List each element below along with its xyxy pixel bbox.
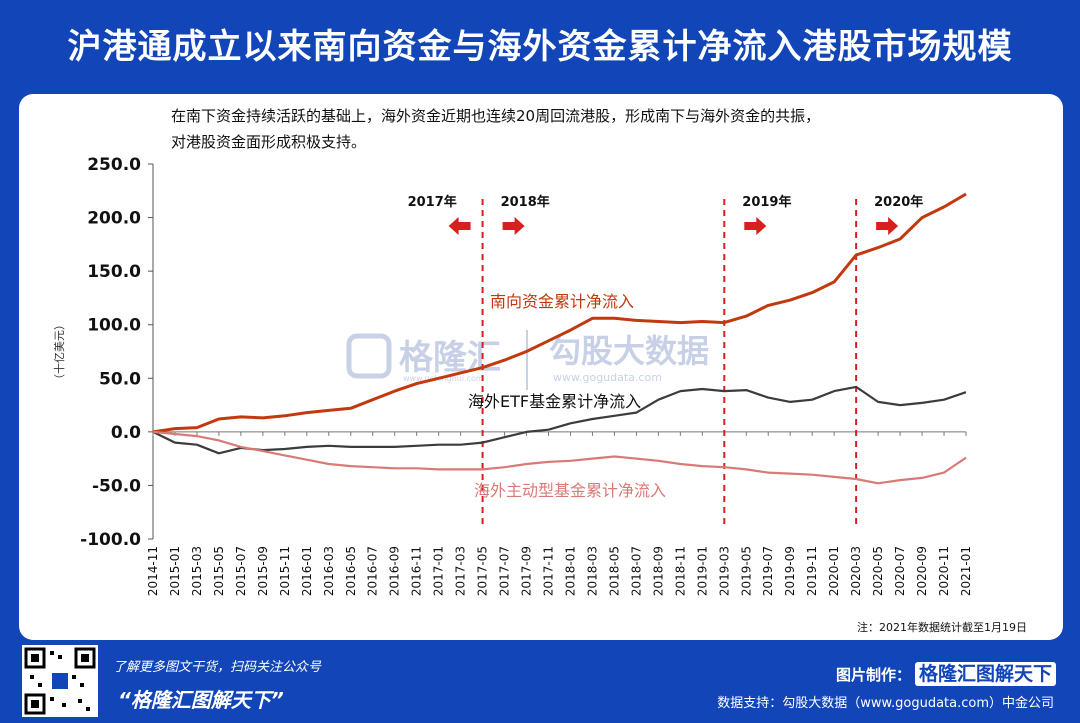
x-tick-label: 2014-11 [146,546,160,596]
footer-maker: 图片制作： 格隆汇图解天下 [836,659,1056,686]
line-chart: 在南下资金持续活跃的基础上，海外资金近期也连续20周回流港股，形成南下与海外资金… [52,107,1027,634]
series-line-3 [152,430,967,485]
subtitle-line-1: 在南下资金持续活跃的基础上，海外资金近期也连续20周回流港股，形成南下与海外资金… [171,107,820,125]
x-tick-label: 2018-11 [673,546,687,596]
x-tick-label: 2019-05 [739,546,753,596]
x-tick-label: 2015-09 [256,546,270,596]
x-tick-label: 2017-05 [476,546,490,596]
x-tick-label: 2016-11 [410,546,424,596]
series-label-southbound: 南向资金累计净流入 [490,292,634,311]
subtitle-line-2: 对港股资金面形成积极支持。 [171,133,366,151]
y-axis-label: （十亿美元） [52,319,66,385]
arrow-left-icon [448,217,471,235]
x-tick-label: 2015-05 [212,546,226,596]
qr-code-icon [24,647,96,715]
x-tick-label: 2019-03 [717,546,731,596]
y-tick-label: 50.0 [99,369,141,389]
x-tick-label: 2015-07 [234,546,248,596]
y-tick-label: 100.0 [87,316,141,336]
x-tick-label: 2016-05 [344,546,358,596]
x-tick-label: 2020-11 [937,546,951,596]
x-tick-label: 2020-07 [893,546,907,596]
footer-source: 数据支持：勾股大数据（www.gogudata.com）中金公司 [717,696,1054,711]
event-label: 2019年 [742,194,791,210]
x-tick-label: 2016-07 [366,546,380,596]
event-label: 2017年 [408,194,457,210]
x-tick-label: 2018-03 [585,546,599,596]
chart-card: 在南下资金持续活跃的基础上，海外资金近期也连续20周回流港股，形成南下与海外资金… [19,94,1063,640]
y-tick-label: -100.0 [80,530,141,550]
y-tick-label: 250.0 [87,155,141,175]
y-tick-label: 0.0 [111,423,141,443]
footer-promo: 了解更多图文干货，扫码关注公众号 [113,660,322,675]
x-tick-label: 2015-03 [190,546,204,596]
y-tick-label: 150.0 [87,262,141,282]
y-tick-label: 200.0 [87,209,141,229]
watermark: 格隆汇www.gelonghui.com勾股大数据www.gogudata.co… [346,330,709,390]
x-tick-label: 2019-01 [695,546,709,596]
series-label-etf: 海外ETF基金累计净流入 [468,392,641,411]
x-tick-label: 2017-07 [498,546,512,596]
x-tick-label: 2021-01 [959,546,973,596]
footer-maker-label: 图片制作： [835,666,911,684]
x-tick-label: 2017-03 [454,546,468,596]
watermark-logo-icon [346,333,392,379]
page-title: 沪港通成立以来南向资金与海外资金累计净流入港股市场规模 [67,27,1013,67]
qr-code [22,645,98,717]
x-tick-label: 2017-09 [520,546,534,596]
series-label-active: 海外主动型基金累计净流入 [474,481,666,500]
x-tick-label: 2018-09 [651,546,665,596]
x-tick-label: 2017-11 [542,546,556,596]
footer-maker-brand: 格隆汇图解天下 [914,662,1056,686]
x-tick-label: 2017-01 [432,546,446,596]
series-line-2 [152,385,967,455]
watermark-data-brand: 勾股大数据 [549,332,709,370]
x-tick-label: 2018-07 [629,546,643,596]
event-label: 2020年 [874,194,923,210]
x-tick-label: 2019-07 [761,546,775,596]
footer-slogan: “格隆汇图解天下” [118,688,284,712]
event-label: 2018年 [501,194,550,210]
series-line-1 [152,192,967,434]
x-tick-label: 2020-01 [827,546,841,596]
x-tick-label: 2020-05 [871,546,885,596]
x-tick-label: 2018-01 [563,546,577,596]
x-tick-label: 2018-05 [607,546,621,596]
watermark-brand: 格隆汇 [399,338,501,378]
chart-note: 注：2021年数据统计截至1月19日 [857,620,1027,634]
x-tick-label: 2016-03 [322,546,336,596]
x-tick-label: 2015-01 [168,546,182,596]
watermark-data-url: www.gogudata.com [553,371,662,384]
y-tick-label: -50.0 [92,476,141,496]
x-tick-label: 2015-11 [278,546,292,596]
arrow-right-icon [744,217,767,235]
x-tick-label: 2019-09 [783,546,797,596]
arrow-right-icon [502,217,525,235]
x-tick-label: 2016-01 [300,546,314,596]
x-tick-label: 2016-09 [388,546,402,596]
x-tick-label: 2020-09 [915,546,929,596]
arrow-right-icon [876,217,899,235]
x-tick-label: 2020-03 [849,546,863,596]
x-tick-label: 2019-11 [805,546,819,596]
